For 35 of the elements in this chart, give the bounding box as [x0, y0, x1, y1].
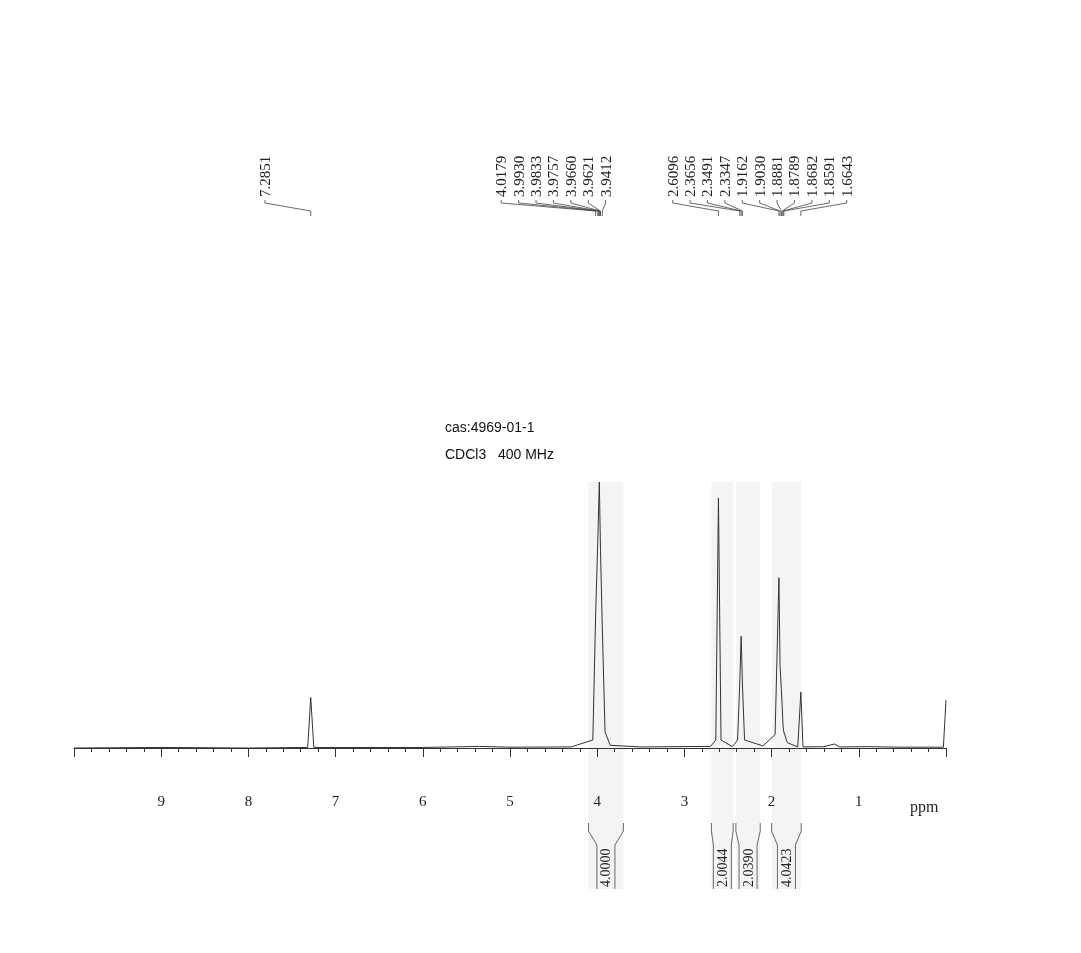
x-axis-title: ppm [910, 797, 939, 816]
text: CDCl3 400 MHz [445, 446, 554, 462]
x-tick-label: 1 [855, 792, 863, 809]
band-label: 2.0044 [714, 848, 730, 887]
annotation: 4.0179 [493, 155, 510, 197]
x-tick-label: 5 [506, 792, 514, 809]
annotation: 1.8682 [803, 155, 820, 197]
annotation: 3.9660 [562, 155, 579, 197]
annotation: 1.8789 [786, 155, 803, 197]
annotation: 3.9621 [580, 155, 597, 197]
x-tick-label: 4 [593, 792, 602, 809]
annotation: 3.9757 [545, 155, 562, 197]
annotation: 3.9833 [528, 155, 545, 197]
annotation: 3.9930 [510, 155, 527, 197]
annotation: 1.8881 [769, 155, 786, 197]
annotation: 2.3491 [699, 155, 716, 197]
x-tick-label: 9 [157, 792, 165, 809]
band-label: 4.0423 [778, 848, 794, 887]
annotation: 1.9030 [751, 155, 768, 197]
annotation: 3.9412 [597, 155, 614, 197]
text: cas:4969-01-1 [445, 419, 535, 435]
x-tick-label: 2 [767, 792, 776, 809]
annotation: 2.3347 [716, 155, 733, 197]
band-label: 4.0000 [598, 848, 614, 887]
annotation: 2.6096 [664, 155, 681, 197]
x-tick-label: 8 [244, 792, 253, 809]
x-tick-label: 7 [331, 792, 340, 809]
band-label: 2.0390 [740, 848, 756, 887]
annotation: 1.6643 [838, 155, 855, 197]
x-tick-label: 3 [680, 792, 689, 809]
annotation: 1.9162 [734, 155, 751, 197]
annotation: 2.3656 [682, 155, 699, 197]
annotation: 1.8591 [821, 155, 838, 197]
x-tick-label: 6 [419, 792, 428, 809]
annotation: 7.2851 [256, 155, 273, 197]
